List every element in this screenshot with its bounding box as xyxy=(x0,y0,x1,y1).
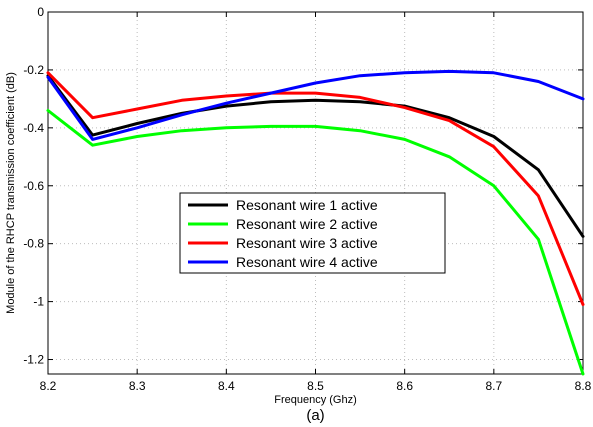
legend-label-4: Resonant wire 4 active xyxy=(236,254,378,270)
figure-caption: (a) xyxy=(306,407,324,424)
y-tick-label: -0.2 xyxy=(23,63,44,77)
series-line-1 xyxy=(46,74,585,238)
x-axis-label: Frequency (Ghz) xyxy=(274,394,357,406)
y-tick-label: -1 xyxy=(33,295,44,309)
x-tick-label: 8.8 xyxy=(575,379,592,393)
y-axis-label: Module of the RHCP transmission coeffici… xyxy=(5,72,17,314)
legend-label-1: Resonant wire 1 active xyxy=(236,197,378,213)
x-tick-label: 8.3 xyxy=(129,379,146,393)
y-tick-label: 0 xyxy=(37,5,44,19)
y-tick-label: -0.6 xyxy=(23,179,44,193)
x-tick-label: 8.6 xyxy=(396,379,413,393)
x-tick-label: 8.2 xyxy=(40,379,57,393)
legend-label-3: Resonant wire 3 active xyxy=(236,235,378,251)
series-lines xyxy=(46,69,585,376)
x-tick-label: 8.7 xyxy=(485,379,502,393)
x-tick-label: 8.5 xyxy=(307,379,324,393)
legend: Resonant wire 1 active Resonant wire 2 ac… xyxy=(179,192,446,274)
series-line-2 xyxy=(46,109,585,376)
axis-ticks: 8.2 8.3 8.4 8.5 8.6 8.7 8.8 0 -0.2 -0.4 -0.6 -0.8 -1… xyxy=(23,5,591,393)
series-line-3 xyxy=(46,71,585,306)
y-tick-label: -0.4 xyxy=(23,121,44,135)
y-tick-label: -1.2 xyxy=(23,353,44,367)
x-tick-label: 8.4 xyxy=(218,379,235,393)
legend-label-2: Resonant wire 2 active xyxy=(236,216,378,232)
series-line-4 xyxy=(46,69,585,141)
y-tick-label: -0.8 xyxy=(23,237,44,251)
